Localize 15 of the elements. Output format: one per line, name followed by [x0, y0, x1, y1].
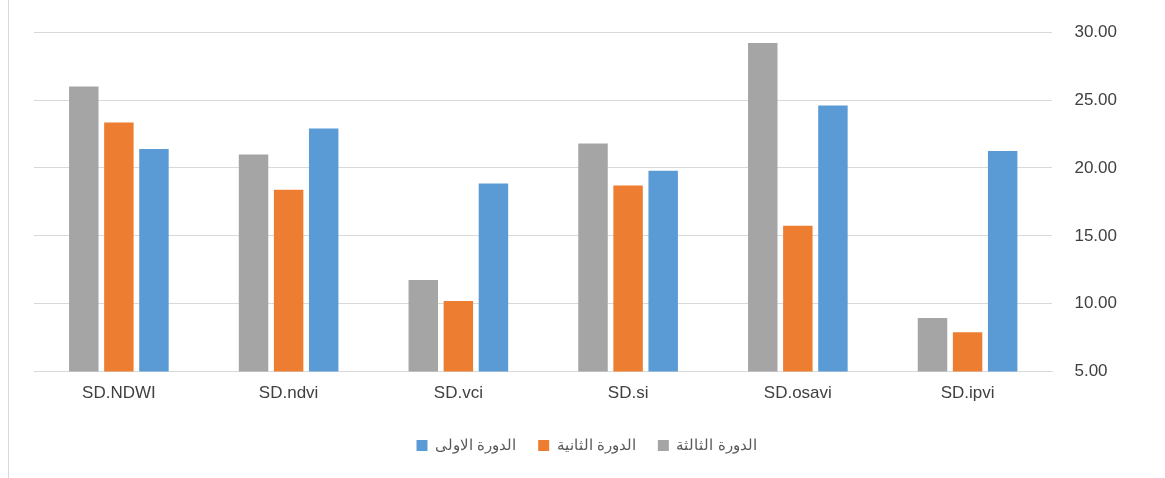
legend-label: الدورة الاولى — [435, 435, 517, 454]
legend-label: الدورة الثانية — [556, 435, 636, 454]
x-tick-label: SD.vci — [433, 383, 483, 403]
x-tick-label: SD.NDWI — [82, 383, 156, 403]
x-tick-label: SD.osavi — [763, 383, 832, 403]
y-tick-label: 5.00 — [1074, 361, 1108, 381]
y-tick-label: 15.00 — [1074, 225, 1118, 245]
x-tick-label: SD.si — [607, 383, 649, 403]
y-tick-label: 20.00 — [1074, 157, 1118, 177]
x-tick-label: SD.ipvi — [940, 383, 995, 403]
y-tick-label: 25.00 — [1074, 89, 1118, 109]
legend-label: الدورة الثالثة — [676, 435, 757, 454]
y-tick-label: 10.00 — [1074, 293, 1118, 313]
x-tick-label: SD.ndvi — [258, 383, 319, 403]
y-tick-label: 30.00 — [1074, 21, 1118, 41]
